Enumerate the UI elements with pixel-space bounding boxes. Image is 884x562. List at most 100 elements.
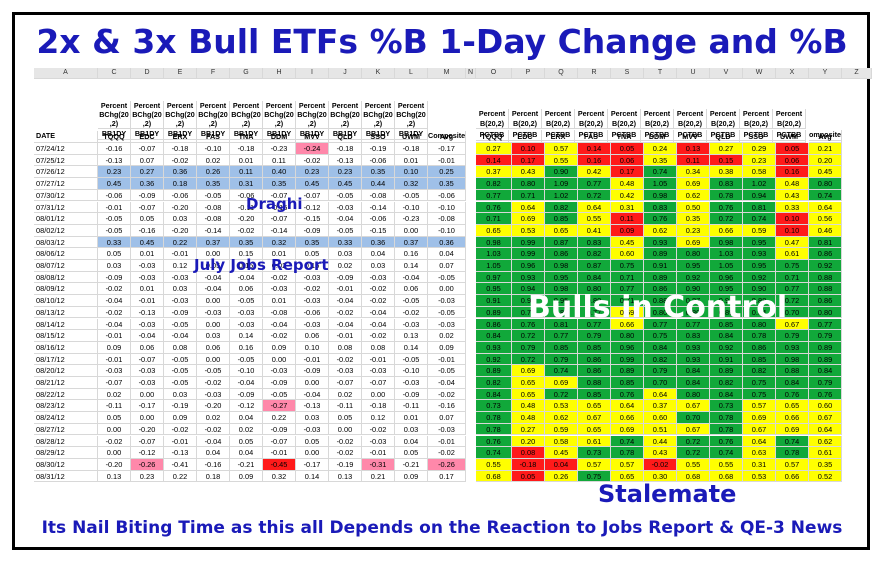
pctb-value: 0.55 <box>677 458 710 471</box>
bb-change-value: 0.15 <box>230 248 263 260</box>
row-date: 08/03/12 <box>34 236 98 249</box>
bb-change-value: -0.02 <box>362 295 395 307</box>
bb-change-value: -0.09 <box>296 365 329 377</box>
bb-change-value: -0.03 <box>263 283 296 296</box>
bb-change-value: -0.03 <box>131 271 164 284</box>
pctb-value: 0.05 <box>611 143 644 155</box>
bb-change-value: 0.10 <box>296 341 329 354</box>
pctb-composite-value: 0.86 <box>809 295 842 307</box>
bb-change-value: -0.03 <box>296 318 329 331</box>
pctb-value: 0.65 <box>578 400 611 413</box>
left-header-line1: Percent <box>230 101 263 111</box>
bb-change-value: 0.35 <box>362 166 395 179</box>
pctb-composite-value: 0.56 <box>809 213 842 225</box>
pctb-value: 0.80 <box>512 178 545 190</box>
pctb-value: 0.68 <box>677 470 710 483</box>
column-letter: W <box>743 68 776 79</box>
annotation-draghi: Draghi <box>246 195 303 213</box>
bb-change-value: 0.06 <box>197 341 230 354</box>
pctb-value: 0.95 <box>545 271 578 284</box>
bb-change-value: -0.02 <box>362 423 395 436</box>
pctb-value: 0.11 <box>611 213 644 225</box>
bb-change-value: -0.01 <box>329 330 362 342</box>
bb-change-value: 0.00 <box>296 377 329 389</box>
row-date: 07/30/12 <box>34 189 98 202</box>
pctb-value: 0.73 <box>476 400 512 413</box>
bb-change-value: -0.04 <box>230 377 263 389</box>
bb-change-value: 0.00 <box>131 412 164 424</box>
left-header-line2: BChg(20 <box>362 110 395 120</box>
pctb-value: 0.89 <box>476 306 512 319</box>
bb-change-value: 0.05 <box>131 213 164 225</box>
left-header-line1: Percent <box>263 101 296 111</box>
bb-change-value: -0.11 <box>98 400 131 413</box>
pctb-value: 0.84 <box>776 377 809 389</box>
bb-change-value: 0.00 <box>362 388 395 401</box>
bb-change-value: -0.03 <box>164 295 197 307</box>
pctb-value: 0.15 <box>710 154 743 167</box>
row-date: 08/20/12 <box>34 365 98 377</box>
pctb-value: 0.99 <box>611 353 644 366</box>
bb-change-value: 0.03 <box>395 423 428 436</box>
composite-avg-value: -0.10 <box>428 201 466 214</box>
pctb-value: 0.92 <box>743 271 776 284</box>
bb-change-value: 0.23 <box>329 166 362 179</box>
bb-change-value: -0.05 <box>329 224 362 237</box>
bb-change-value: -0.17 <box>131 400 164 413</box>
pctb-value: 0.77 <box>677 318 710 331</box>
bb-change-value: -0.04 <box>131 330 164 342</box>
pctb-value: 0.62 <box>677 189 710 202</box>
pctb-value: 0.79 <box>578 330 611 342</box>
bb-change-value: 0.45 <box>296 178 329 190</box>
pctb-value: 0.23 <box>677 224 710 237</box>
pctb-value: 0.69 <box>512 365 545 377</box>
pctb-value: 0.78 <box>476 412 512 424</box>
bb-change-value: 0.04 <box>395 435 428 448</box>
pctb-value: 0.83 <box>710 178 743 190</box>
pctb-composite-value: 0.88 <box>809 271 842 284</box>
bb-change-value: 0.44 <box>362 178 395 190</box>
bb-change-value: 0.01 <box>395 154 428 167</box>
bb-change-value: -0.04 <box>329 295 362 307</box>
bb-change-value: 0.03 <box>296 412 329 424</box>
bb-change-value: 0.03 <box>164 213 197 225</box>
pctb-value: 0.65 <box>611 470 644 483</box>
composite-avg-value: 0.00 <box>428 283 466 296</box>
pctb-value: 0.75 <box>644 330 677 342</box>
bb-change-value: -0.02 <box>197 377 230 389</box>
bb-change-value: -0.04 <box>197 435 230 448</box>
pctb-value: 0.85 <box>578 341 611 354</box>
row-date: 08/23/12 <box>34 400 98 413</box>
bb-change-value: -0.04 <box>98 318 131 331</box>
bb-change-value: -0.12 <box>230 400 263 413</box>
pctb-value: 0.80 <box>578 295 611 307</box>
bb-change-value: -0.04 <box>197 271 230 284</box>
pctb-value: 0.17 <box>611 166 644 179</box>
pctb-value: 0.92 <box>476 353 512 366</box>
bb-change-value: -0.16 <box>131 224 164 237</box>
bb-change-value: 0.00 <box>197 353 230 366</box>
pctb-value: 0.90 <box>677 283 710 296</box>
bb-change-value: 0.35 <box>230 236 263 249</box>
bb-change-value: -0.31 <box>362 458 395 471</box>
bb-change-value: -0.05 <box>230 353 263 366</box>
bb-change-value: -0.01 <box>296 353 329 366</box>
column-letter: C <box>98 68 131 79</box>
left-header-ticker: DDM <box>263 132 296 143</box>
right-header-ticker: MVV <box>674 132 707 143</box>
bb-change-value: 0.06 <box>395 283 428 296</box>
pctb-value: 0.64 <box>512 201 545 214</box>
column-letter: R <box>578 68 611 79</box>
bb-change-value: 0.05 <box>296 435 329 448</box>
bb-change-value: -0.41 <box>164 458 197 471</box>
pctb-composite-value: 0.92 <box>809 260 842 272</box>
left-header-ticker: MVV <box>296 132 329 143</box>
composite-avg-value: 0.04 <box>428 248 466 260</box>
bb-change-value: -0.02 <box>362 283 395 296</box>
pctb-value: 0.45 <box>611 236 644 249</box>
bb-change-value: 0.09 <box>263 341 296 354</box>
pctb-value: 0.78 <box>776 447 809 459</box>
bb-change-value: 0.03 <box>329 248 362 260</box>
composite-avg-value: -0.05 <box>428 306 466 319</box>
left-header-line3: ,2) <box>362 119 395 129</box>
